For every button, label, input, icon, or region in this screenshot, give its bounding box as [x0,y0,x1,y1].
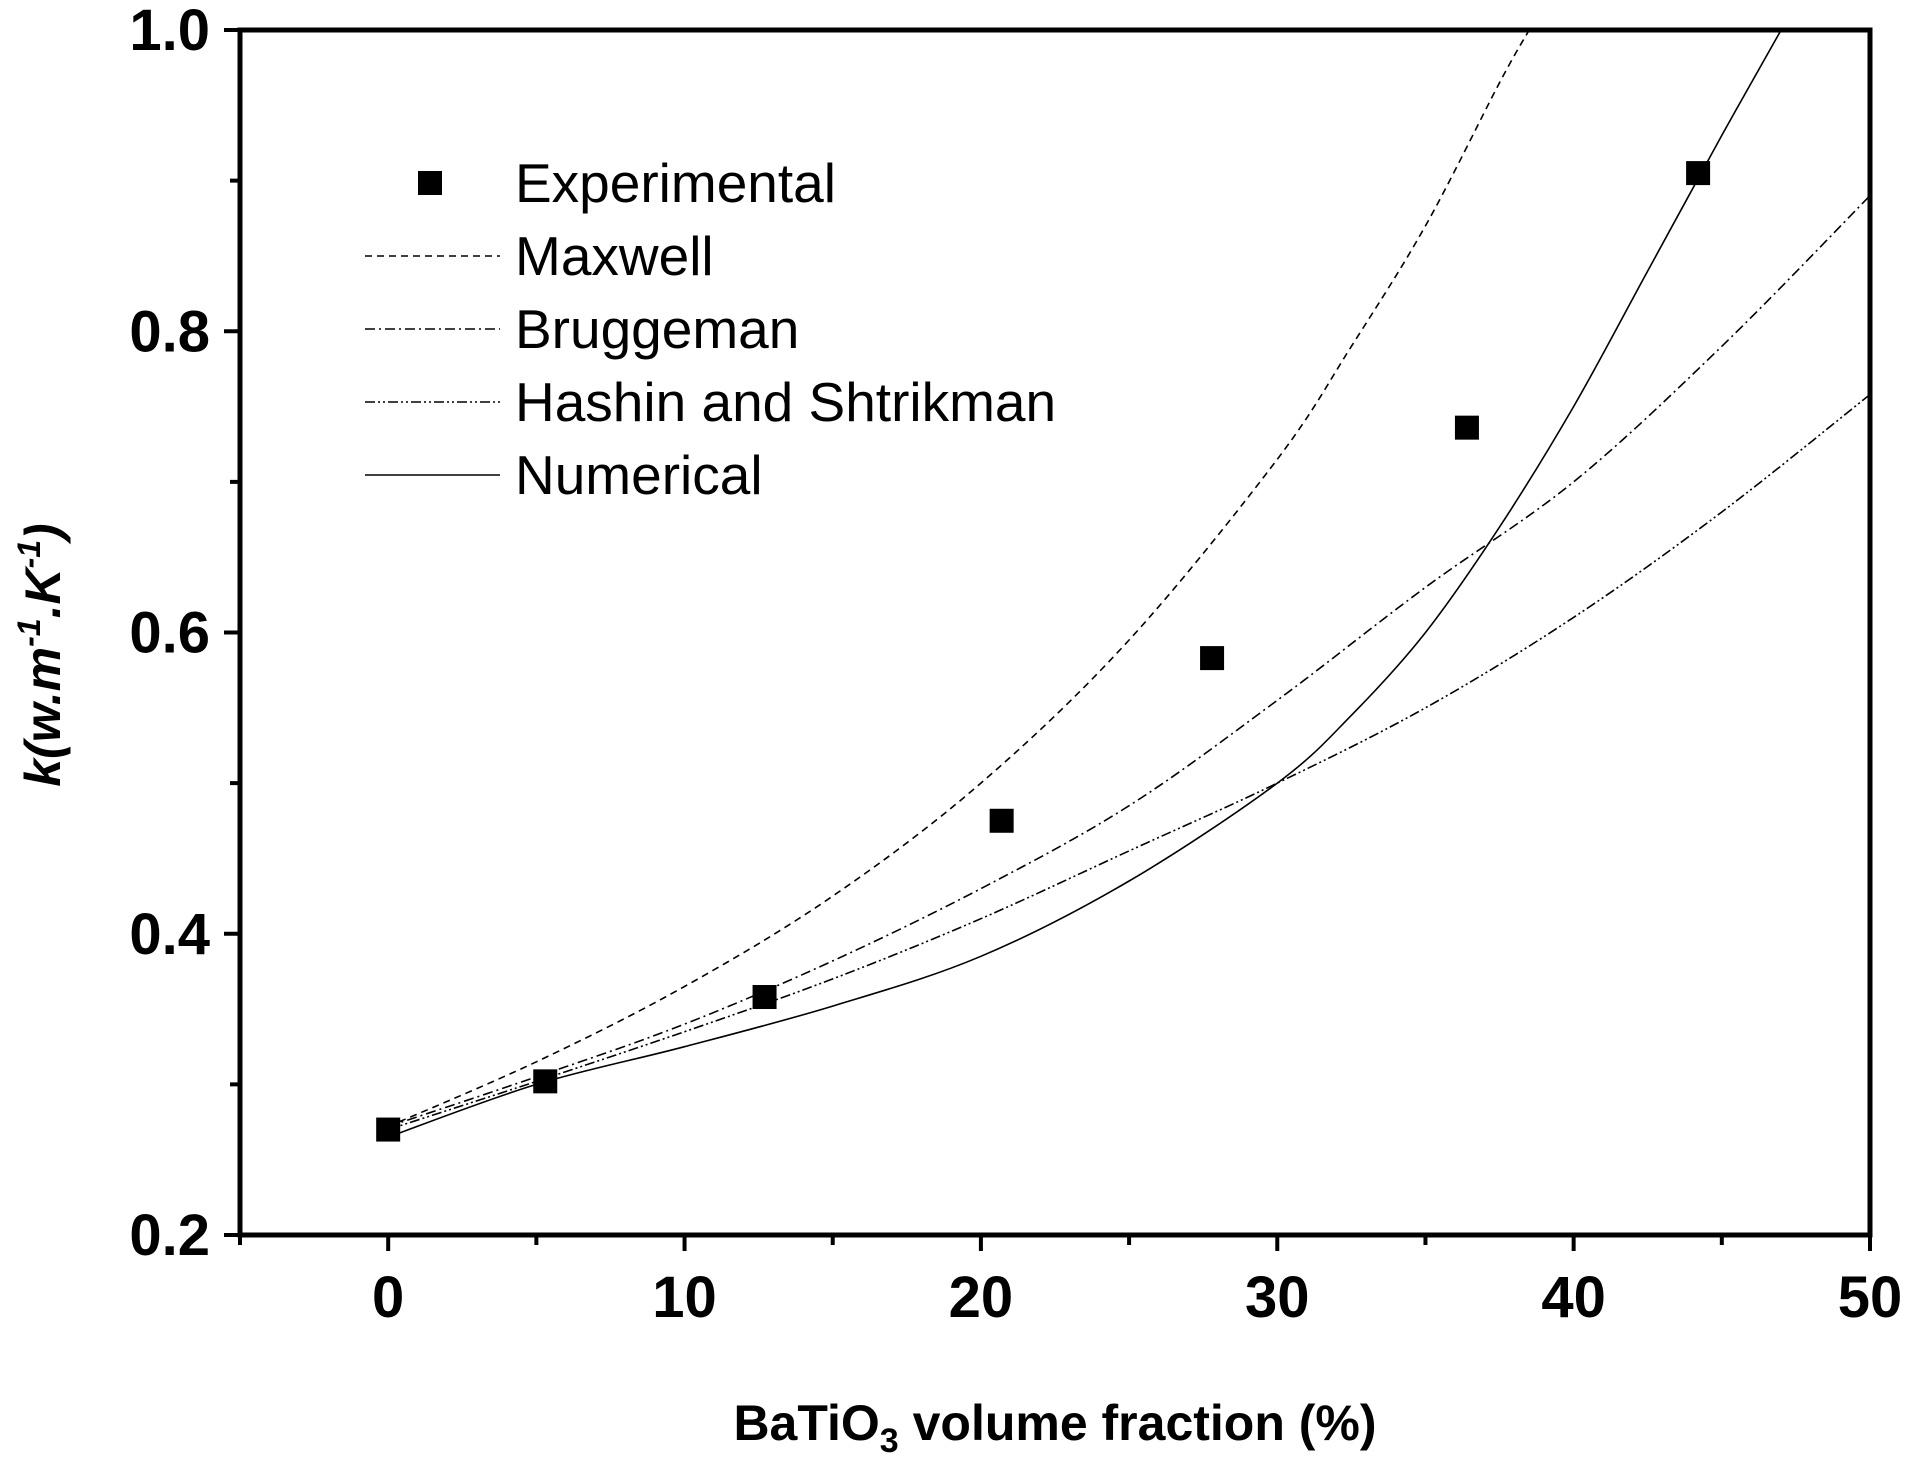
y-tick-label: 1.0 [129,0,210,63]
legend-marker-experimental [418,171,442,195]
x-tick-label: 40 [1541,1265,1606,1330]
series-line-numerical [387,30,1782,1138]
series-line-maxwell [387,30,1530,1128]
data-point-experimental [1200,646,1225,671]
x-axis-title-rest: volume fraction (%) [899,1395,1377,1451]
data-point-experimental [533,1069,558,1094]
y-axis-title-sup1: -1 [11,618,47,646]
x-tick-label: 20 [949,1265,1014,1330]
y-tick-label: 0.6 [129,601,210,666]
y-tick-label: 0.2 [129,1203,210,1268]
x-axis-title: BaTiO3 volume fraction (%) [733,1395,1376,1460]
y-axis-title-mid: .K [15,565,71,619]
series-line-hashin-and-shtrikman [387,393,1870,1131]
x-tick-label: 50 [1838,1265,1903,1330]
legend-label-numerical: Numerical [515,444,763,506]
series-line-bruggeman [387,195,1870,1128]
y-axis-title: k(w.m-1.K-1) [11,523,71,786]
data-point-experimental [376,1117,401,1142]
y-tick-label: 0.8 [129,299,210,364]
y-axis-title-open: (w.m [15,647,71,759]
y-axis-title-k: k [15,757,71,787]
x-tick-label: 10 [652,1265,717,1330]
legend-label-bruggeman: Bruggeman [515,298,799,360]
x-axis-title-sub: 3 [880,1422,899,1460]
y-axis-title-close: ) [15,523,71,545]
y-axis-title-sup2: -1 [11,540,47,568]
x-tick-label: 30 [1245,1265,1310,1330]
legend-label-experimental: Experimental [515,152,836,214]
plot-frame [237,27,1873,1238]
data-point-experimental [989,808,1014,833]
y-tick-label: 0.4 [129,902,210,967]
legend: Experimental Maxwell Bruggeman Hashin an… [365,152,1056,506]
legend-label-hashin-shtrikman: Hashin and Shtrikman [515,371,1056,433]
x-tick-label: 0 [372,1265,404,1330]
legend-label-maxwell: Maxwell [515,225,714,287]
data-point-experimental [1686,161,1711,186]
x-axis-title-main: BaTiO [733,1395,879,1451]
data-point-experimental [752,985,777,1010]
data-point-experimental [1454,415,1479,440]
